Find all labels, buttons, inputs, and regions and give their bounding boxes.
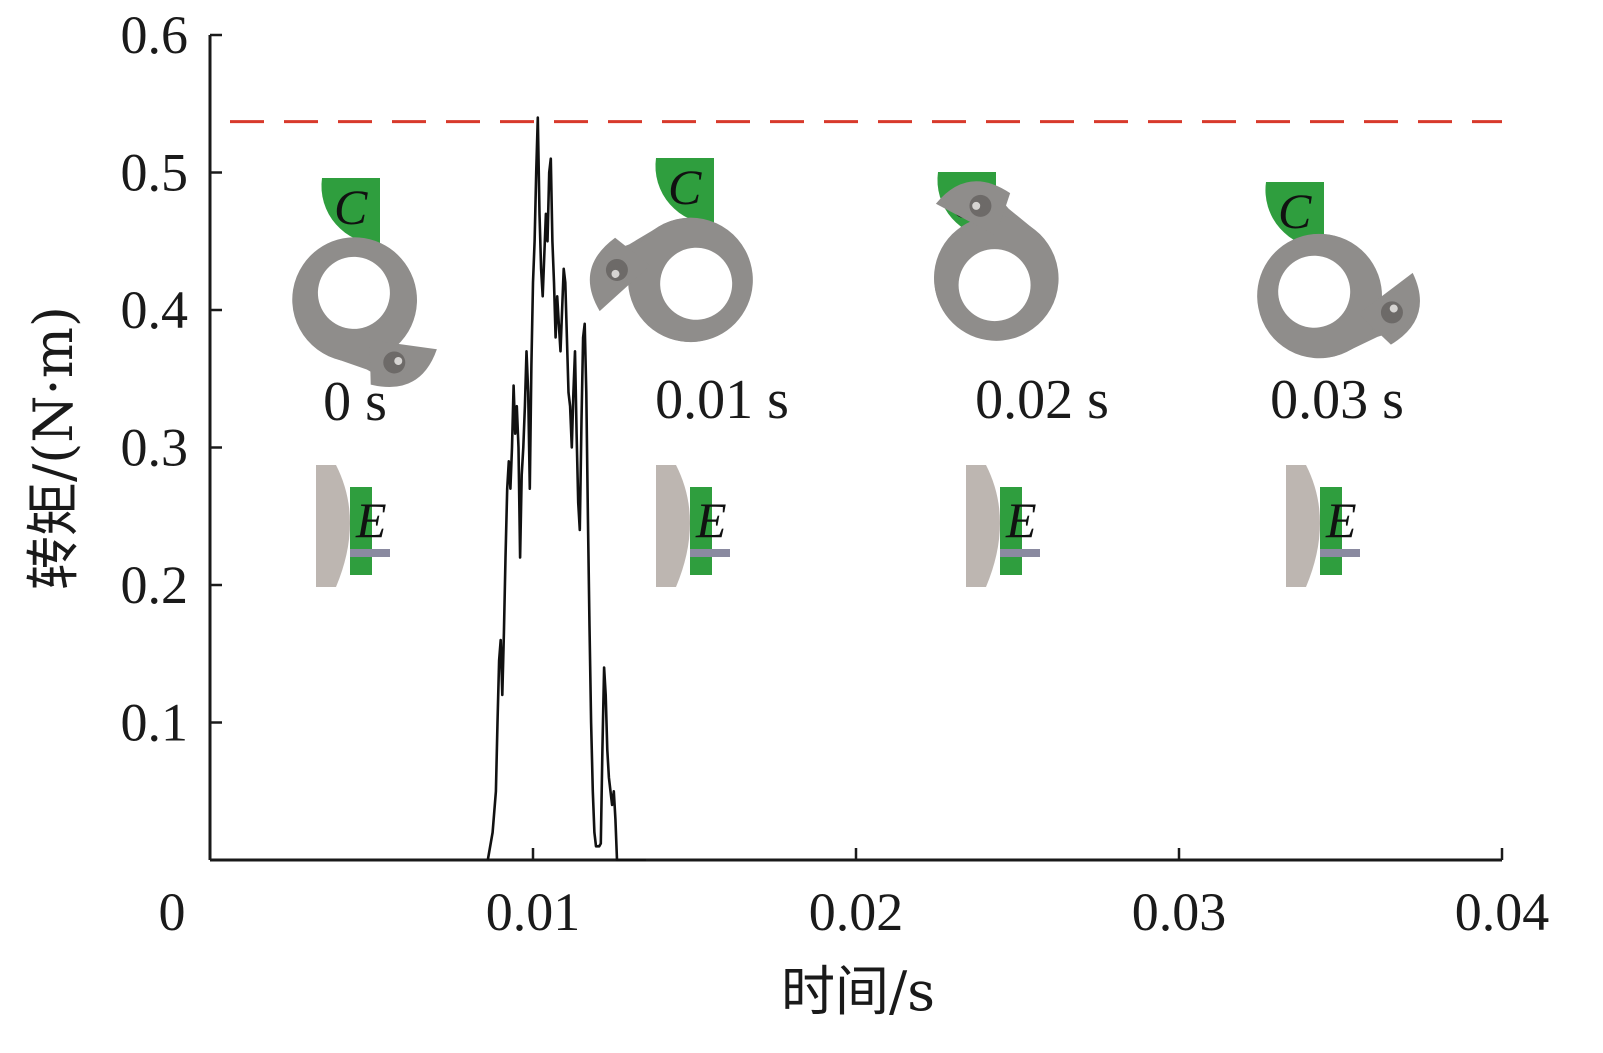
x-tick-label: 0.01 <box>486 882 581 942</box>
x-ticks: 0.01 0.02 0.03 0.04 <box>486 848 1550 942</box>
lever-letter: C <box>668 159 702 215</box>
cam-icon <box>589 217 753 343</box>
y-tick-label: 0.2 <box>121 555 189 615</box>
stop-letter: E <box>1325 492 1357 548</box>
time-label: 0.03 s <box>1270 369 1404 431</box>
stop-e-icon: E <box>966 465 1040 587</box>
lever-letter: C <box>1278 183 1312 239</box>
x-axis-title: 时间/s <box>781 960 935 1023</box>
y-ticks: 0.1 0.2 0.3 0.4 0.5 0.6 <box>121 5 222 753</box>
time-label: 0 s <box>323 371 387 433</box>
y-axis-title: 转矩/(N·m) <box>22 306 85 590</box>
snapshot-group: C 0.03 s E <box>1257 182 1420 587</box>
lever-c-icon: C <box>655 158 714 225</box>
series-layer <box>486 116 646 862</box>
x-tick-label: 0.04 <box>1455 882 1550 942</box>
stop-letter: E <box>1005 492 1037 548</box>
lever-c-icon: C <box>1265 182 1324 249</box>
x-tick-label: 0.02 <box>809 882 904 942</box>
snapshot-group: C 0.01 s E <box>589 158 789 587</box>
stop-e-icon: E <box>656 465 730 587</box>
cam-icon <box>292 237 437 388</box>
x-origin-label: 0 <box>159 882 186 942</box>
y-tick-label: 0.5 <box>121 143 189 203</box>
y-tick-label: 0.6 <box>121 5 189 65</box>
stop-e-icon: E <box>1286 465 1360 587</box>
axes: 0.1 0.2 0.3 0.4 0.5 0.6 0.01 0.02 0.03 0.04 0 <box>121 5 1550 942</box>
lever-letter: C <box>334 179 368 235</box>
snapshot-group: C 0 s E <box>292 178 437 587</box>
snapshot-group: C0.02 sE <box>934 172 1109 587</box>
stop-e-icon: E <box>316 465 390 587</box>
cam-icon <box>934 181 1059 341</box>
y-tick-label: 0.4 <box>121 280 189 340</box>
x-tick-label: 0.03 <box>1132 882 1227 942</box>
stop-letter: E <box>695 492 727 548</box>
cam-icon <box>1257 233 1420 359</box>
lever-c-icon: C <box>321 178 380 245</box>
y-tick-label: 0.1 <box>121 693 189 753</box>
torque-series-line <box>486 116 646 862</box>
stop-letter: E <box>355 492 387 548</box>
time-label: 0.02 s <box>975 369 1109 431</box>
time-label: 0.01 s <box>655 369 789 431</box>
y-tick-label: 0.3 <box>121 418 189 478</box>
